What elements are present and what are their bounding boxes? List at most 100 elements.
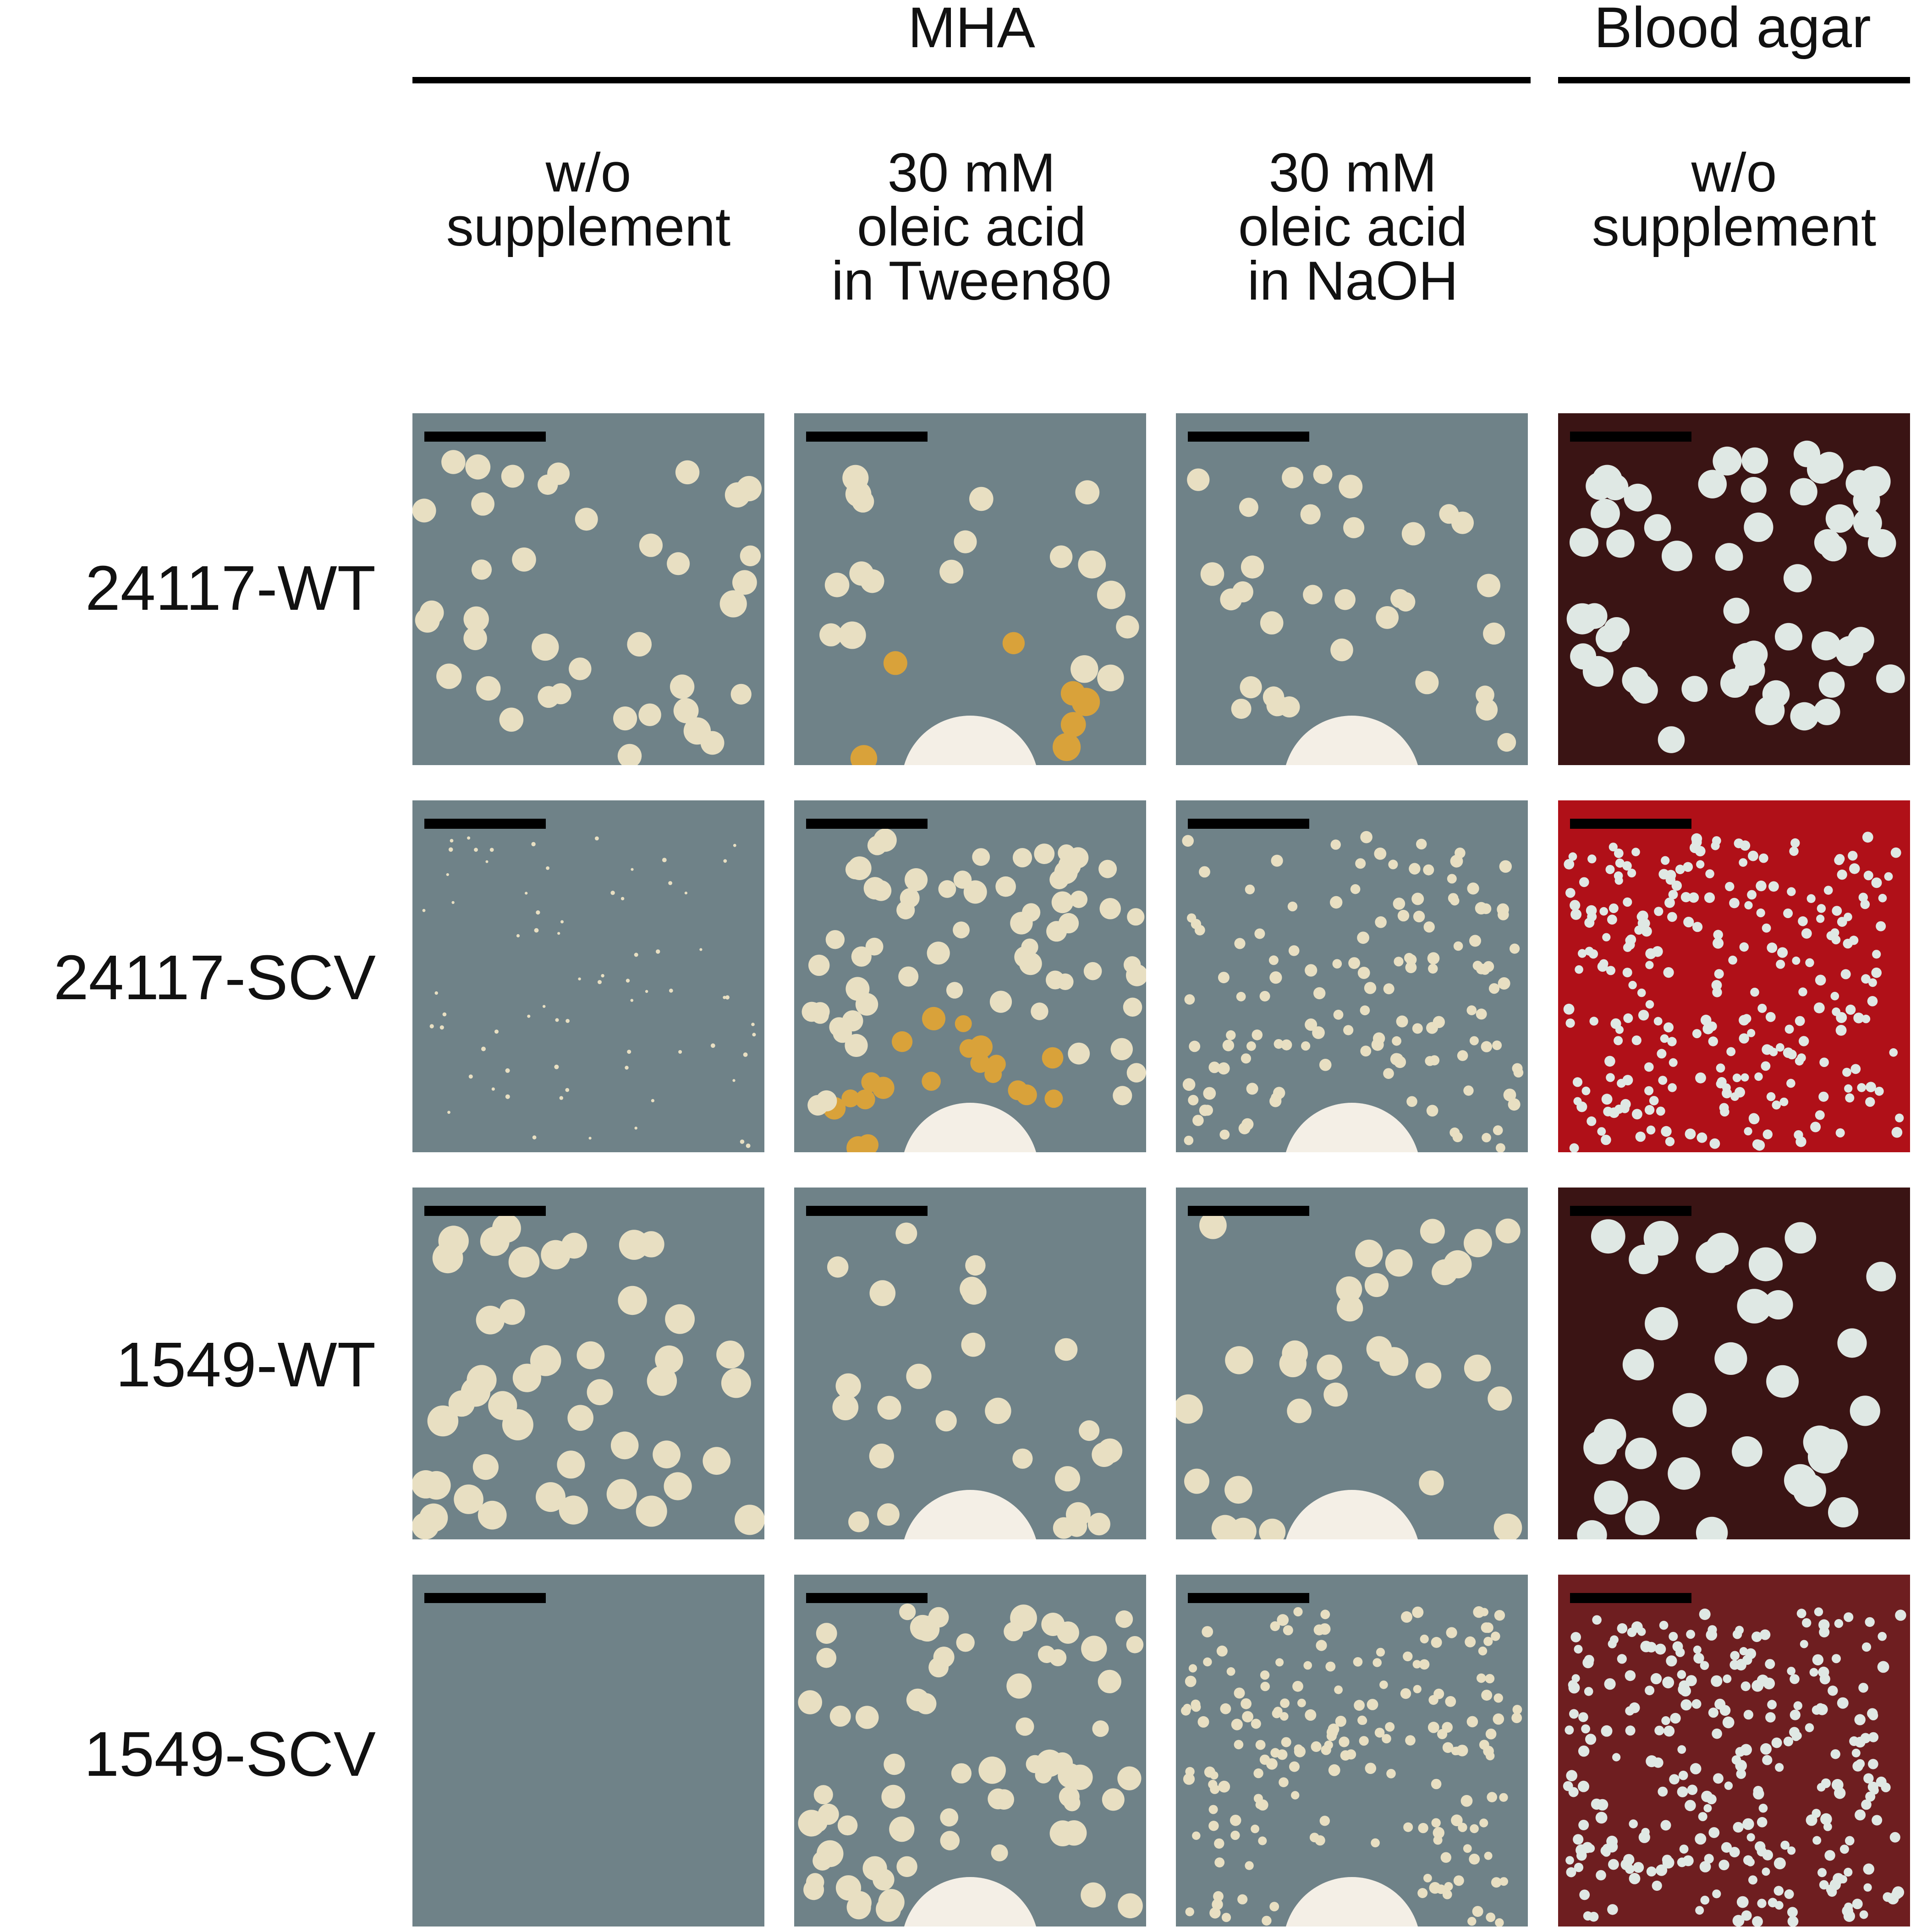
colony xyxy=(725,995,730,1000)
colony xyxy=(991,1844,1008,1861)
colony xyxy=(1394,957,1404,967)
colony xyxy=(1606,1073,1615,1082)
colony xyxy=(684,892,687,895)
colony xyxy=(802,1002,822,1022)
colony xyxy=(751,1023,755,1026)
colony xyxy=(1493,1693,1503,1703)
colony xyxy=(1481,1622,1492,1633)
colony xyxy=(1042,1047,1064,1069)
colony xyxy=(732,1079,736,1082)
colony xyxy=(972,848,990,866)
colony xyxy=(1493,1513,1522,1539)
colony xyxy=(1728,955,1737,965)
colony xyxy=(1617,1654,1627,1664)
colony xyxy=(743,1052,748,1057)
colony xyxy=(1385,1722,1395,1732)
colony xyxy=(1305,1018,1318,1031)
colony xyxy=(1343,1025,1354,1035)
colony xyxy=(1339,1736,1350,1747)
colony xyxy=(1446,1627,1457,1638)
colony xyxy=(1595,1812,1608,1824)
colony xyxy=(1861,1642,1872,1652)
colony xyxy=(1810,1122,1821,1133)
colony xyxy=(1383,983,1394,995)
colony xyxy=(1234,1687,1245,1699)
colony xyxy=(1059,1786,1080,1807)
colony xyxy=(1226,1030,1236,1040)
colony xyxy=(1748,850,1758,861)
colony xyxy=(1224,1476,1252,1504)
colony xyxy=(1660,1034,1669,1043)
colony xyxy=(1383,1068,1394,1079)
colony xyxy=(645,990,648,993)
group-header-blood-agar: Blood agar xyxy=(1594,0,1871,60)
colony xyxy=(1197,1716,1209,1728)
colony xyxy=(1099,898,1121,919)
colony xyxy=(884,1753,905,1775)
colony xyxy=(1666,1655,1677,1667)
colony xyxy=(1628,980,1637,990)
colony xyxy=(1374,848,1387,860)
colony xyxy=(1423,1874,1432,1883)
colony xyxy=(1845,1004,1856,1015)
colony xyxy=(1388,859,1398,870)
colony xyxy=(1481,1041,1492,1052)
colony xyxy=(746,1144,751,1148)
colony xyxy=(1060,681,1086,706)
colony xyxy=(1097,1438,1123,1463)
plate-image xyxy=(1176,800,1528,1152)
colony xyxy=(1601,1725,1613,1737)
colony xyxy=(1034,843,1055,864)
colony xyxy=(1218,1780,1230,1793)
colony xyxy=(1819,1674,1830,1685)
colony xyxy=(1396,1015,1408,1028)
colony xyxy=(1895,1609,1906,1621)
colony xyxy=(848,1511,869,1532)
colony xyxy=(1793,1701,1802,1710)
colony xyxy=(1840,969,1851,980)
colony xyxy=(1480,903,1492,914)
colony xyxy=(1661,1716,1670,1725)
colony xyxy=(1413,1685,1422,1693)
colony xyxy=(1645,961,1654,969)
colony xyxy=(1118,1893,1143,1919)
colony xyxy=(1372,1658,1382,1667)
colony xyxy=(956,1633,975,1652)
colony xyxy=(1844,1612,1854,1622)
colony xyxy=(1739,942,1749,952)
colony xyxy=(1884,872,1893,881)
colony xyxy=(1688,892,1699,903)
colony xyxy=(1830,1749,1840,1759)
colony xyxy=(1222,1040,1235,1051)
colony xyxy=(1049,545,1073,568)
colony xyxy=(439,1025,444,1030)
colony xyxy=(1757,1675,1769,1686)
colony xyxy=(829,1705,851,1727)
colony xyxy=(1736,1769,1746,1779)
colony xyxy=(1768,881,1779,892)
paper-disk xyxy=(904,716,1036,765)
colony xyxy=(492,1214,521,1243)
colony xyxy=(669,988,673,993)
colony xyxy=(668,881,672,885)
colony xyxy=(1629,1819,1638,1828)
colony xyxy=(1796,1609,1806,1619)
colony xyxy=(1825,504,1854,533)
colony xyxy=(1364,982,1377,994)
colony xyxy=(1450,896,1460,906)
colony xyxy=(1241,555,1264,579)
colony xyxy=(1311,1741,1322,1752)
colony xyxy=(1790,838,1800,848)
colony xyxy=(1486,1912,1496,1922)
colony xyxy=(647,1366,677,1396)
colony xyxy=(1800,1640,1808,1648)
colony xyxy=(1582,1657,1594,1669)
colony xyxy=(1212,1899,1223,1910)
colony xyxy=(1097,664,1124,691)
colony xyxy=(1277,1614,1289,1626)
colony xyxy=(638,1231,664,1258)
colony xyxy=(626,979,630,983)
colony xyxy=(412,498,436,523)
colony xyxy=(1348,957,1360,969)
colony xyxy=(1315,1835,1325,1846)
